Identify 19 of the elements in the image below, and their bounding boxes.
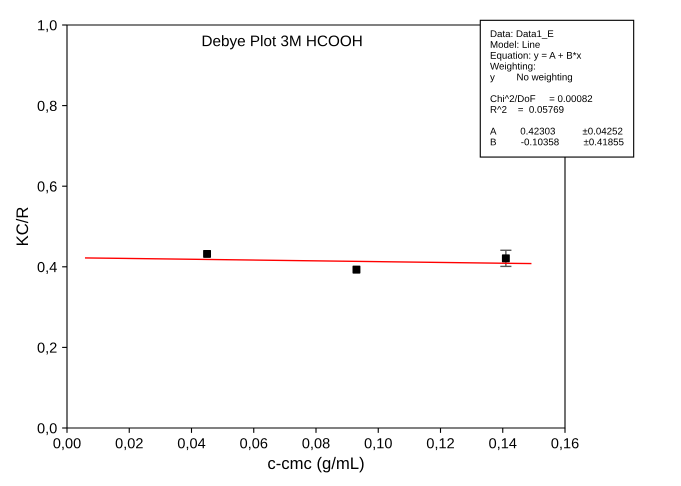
x-tick-label: 0,08 <box>302 438 330 450</box>
y-tick-label: 0,8 <box>38 100 57 113</box>
y-tick-label: 0,4 <box>38 262 57 274</box>
text: Data: Data1_E Model: Line Equation: y = A + B*x Weighting: y No weighting Chi^2/DoF = 0.00082 R^2 = 0.05769 A 0.42303 ±0.04252 B -0.10358 ±0.41855 <box>490 30 624 146</box>
x-tick-label: 0,12 <box>426 438 454 450</box>
y-tick-label: 0,2 <box>38 342 57 355</box>
y-tick-label: 1,0 <box>38 20 57 32</box>
y-tick-label: 0,0 <box>38 423 57 436</box>
y-tick-label: 0,6 <box>38 181 57 194</box>
x-tick-label: 0,14 <box>489 438 517 450</box>
x-tick-label: 0,00 <box>53 438 81 450</box>
x-tick-label: 0,04 <box>178 438 206 450</box>
y-axis-title: KC/R <box>16 207 28 246</box>
x-axis-title: c-cmc (g/mL) <box>268 456 364 472</box>
x-tick-label: 0,16 <box>551 438 579 450</box>
x-tick-label: 0,06 <box>240 438 268 450</box>
text: Debye Plot 3M HCOOH <box>202 35 362 50</box>
x-tick-label: 0,02 <box>116 438 143 450</box>
x-tick-label: 0,10 <box>364 438 392 450</box>
